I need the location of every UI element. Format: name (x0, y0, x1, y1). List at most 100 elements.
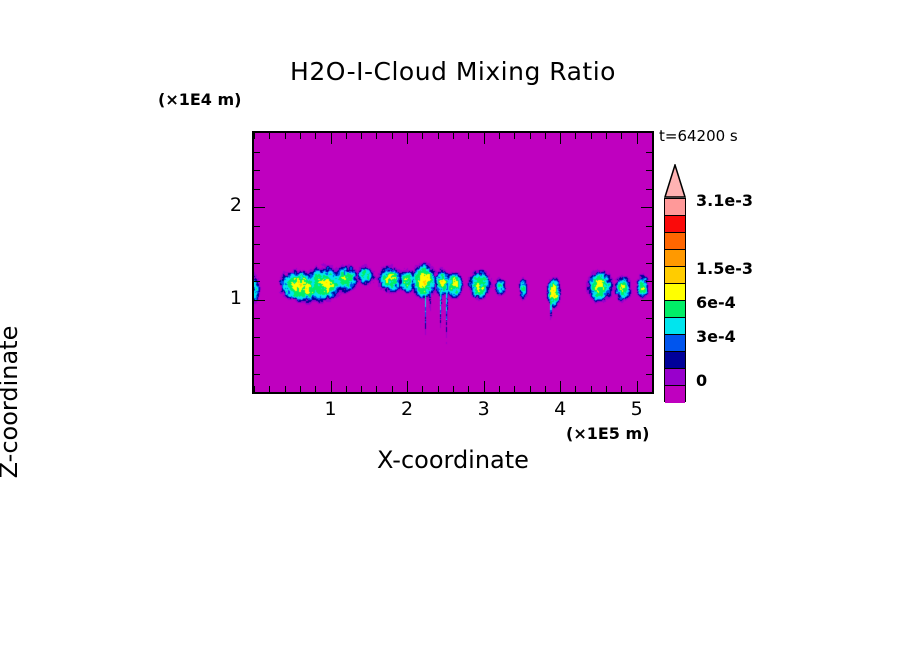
colorbar-segment (665, 284, 685, 301)
tick-mark (498, 133, 500, 139)
tick-mark (641, 207, 652, 208)
tick-mark (514, 133, 516, 139)
tick-mark (254, 262, 260, 264)
colorbar-segment (665, 250, 685, 267)
tick-mark (453, 133, 454, 139)
tick-mark (606, 386, 608, 392)
tick-mark (560, 381, 562, 392)
tick-mark (483, 381, 485, 392)
x-tick-label: 5 (630, 398, 643, 420)
tick-mark (646, 318, 652, 319)
tick-mark (468, 133, 470, 139)
tick-mark (437, 386, 439, 392)
tick-mark (468, 386, 470, 392)
tick-mark (646, 188, 652, 190)
tick-mark (254, 170, 260, 171)
tick-mark (361, 133, 363, 139)
tick-mark (544, 133, 546, 139)
tick-mark (254, 373, 260, 375)
tick-mark (529, 133, 531, 139)
tick-mark (376, 386, 378, 392)
tick-mark (254, 151, 260, 153)
tick-mark (254, 386, 255, 392)
tick-mark (361, 386, 363, 392)
tick-mark (254, 336, 260, 338)
tick-mark (646, 225, 652, 227)
tick-mark (498, 386, 500, 392)
y-axis-title: Z-coordinate (0, 325, 23, 479)
colorbar-segment (665, 335, 685, 352)
tick-mark (636, 133, 638, 144)
colorbar-segment (665, 233, 685, 250)
colorbar-tick-label: 6e-4 (696, 293, 736, 312)
tick-mark (646, 355, 652, 356)
tick-mark (646, 336, 652, 338)
tick-mark (391, 386, 393, 392)
colorbar-segment (665, 369, 685, 386)
tick-mark (299, 133, 301, 139)
tick-mark (299, 386, 301, 392)
tick-mark (422, 386, 424, 392)
colorbar-segment (665, 216, 685, 233)
colorbar-segment (665, 352, 685, 369)
colorbar-tick-label: 1.5e-3 (696, 259, 753, 278)
tick-mark (590, 133, 592, 139)
colorbar-segments (664, 198, 686, 403)
tick-mark (646, 281, 652, 282)
tick-mark (560, 133, 562, 144)
tick-mark (483, 133, 485, 144)
x-tick-label: 4 (554, 398, 567, 420)
colorbar-tick-label: 3.1e-3 (696, 191, 753, 210)
time-stamp: t=64200 s (659, 127, 738, 145)
x-axis-title: X-coordinate (377, 446, 529, 474)
tick-mark (254, 355, 260, 356)
tick-mark (284, 133, 286, 139)
tick-mark (254, 299, 265, 301)
plot-area (252, 131, 654, 394)
colorbar-segment (665, 267, 685, 284)
tick-mark (254, 188, 260, 190)
tick-mark (284, 386, 286, 392)
colorbar-arrow-icon (664, 164, 686, 198)
y-tick-label: 2 (229, 194, 242, 216)
tick-mark (606, 133, 608, 139)
tick-mark (254, 225, 260, 227)
tick-mark (575, 386, 577, 392)
tick-mark (636, 381, 638, 392)
tick-mark (330, 381, 332, 392)
colorbar-segment (665, 301, 685, 318)
tick-mark (315, 133, 317, 139)
page-title: H2O-I-Cloud Mixing Ratio (290, 57, 616, 86)
tick-mark (544, 386, 546, 392)
tick-mark (514, 386, 516, 392)
tick-mark (652, 133, 653, 139)
tick-mark (646, 244, 652, 245)
tick-mark (315, 386, 317, 392)
tick-mark (621, 133, 623, 139)
colorbar-tick-label: 0 (696, 371, 708, 391)
tick-mark (407, 381, 409, 392)
x-axis-unit-label: (×1E5 m) (566, 424, 650, 443)
tick-mark (376, 133, 378, 139)
tick-mark (652, 386, 653, 392)
tick-mark (345, 133, 347, 139)
x-tick-label: 1 (324, 398, 337, 420)
tick-mark (590, 386, 592, 392)
tick-mark (254, 318, 260, 319)
colorbar-segment (665, 386, 685, 403)
tick-mark (646, 262, 652, 264)
y-axis-unit-label: (×1E4 m) (158, 90, 242, 109)
tick-mark (254, 244, 260, 245)
tick-mark (407, 133, 409, 144)
tick-mark (575, 133, 577, 139)
tick-mark (646, 373, 652, 375)
colorbar (664, 164, 686, 403)
tick-mark (646, 151, 652, 153)
tick-mark (621, 386, 623, 392)
tick-mark (269, 133, 271, 139)
contour-field (254, 133, 652, 392)
colorbar-segment (665, 318, 685, 335)
tick-mark (254, 207, 265, 208)
tick-mark (422, 133, 424, 139)
